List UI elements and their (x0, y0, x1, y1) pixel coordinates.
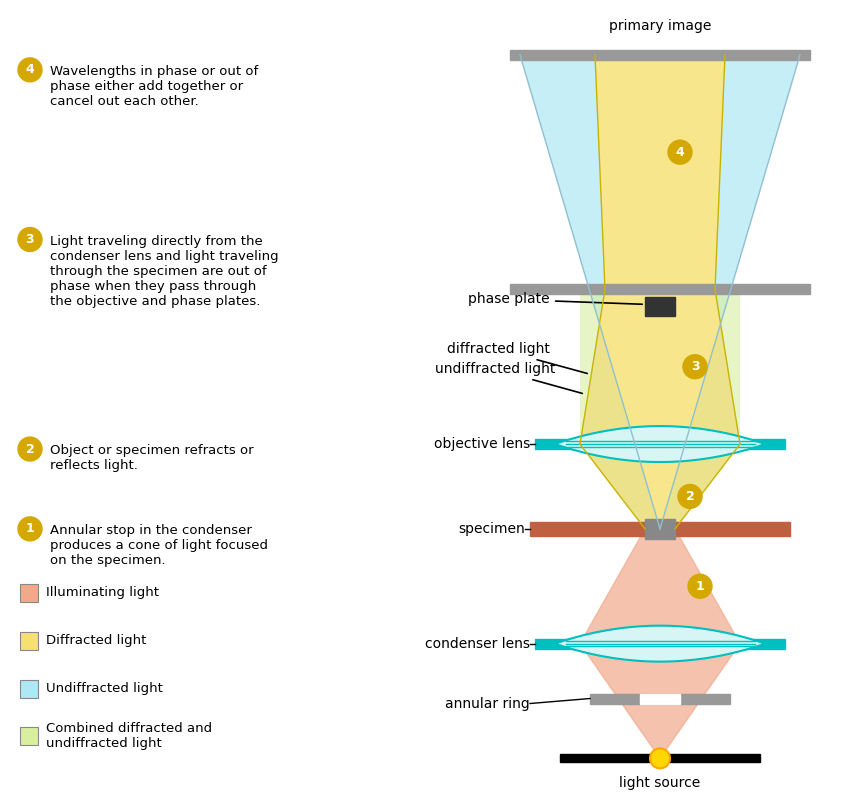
Bar (20, 584, 38, 602)
Bar (535, 638, 785, 649)
Text: Object or specimen refracts or
reflects light.: Object or specimen refracts or reflects … (50, 444, 253, 472)
Text: 2: 2 (686, 490, 694, 503)
Circle shape (683, 355, 707, 379)
Text: objective lens: objective lens (434, 437, 530, 451)
Text: primary image: primary image (608, 19, 711, 33)
Text: phase plate: phase plate (469, 292, 642, 306)
Polygon shape (580, 444, 740, 529)
Bar (20, 680, 38, 697)
Polygon shape (715, 289, 740, 444)
Text: diffracted light: diffracted light (447, 342, 588, 373)
Text: Undiffracted light: Undiffracted light (46, 682, 163, 695)
Text: specimen: specimen (458, 522, 525, 536)
Circle shape (18, 517, 42, 541)
Polygon shape (660, 55, 800, 529)
Circle shape (18, 58, 42, 82)
Text: 4: 4 (675, 145, 684, 159)
Text: 4: 4 (26, 64, 35, 76)
Bar (645, 519, 675, 539)
Bar (20, 727, 38, 746)
Polygon shape (595, 55, 725, 289)
Text: 3: 3 (691, 360, 700, 373)
Polygon shape (580, 289, 740, 444)
Text: Illuminating light: Illuminating light (46, 586, 159, 599)
Bar (20, 632, 38, 649)
Bar (640, 693, 680, 703)
Polygon shape (580, 289, 605, 444)
Bar (590, 693, 730, 703)
Bar (510, 50, 810, 60)
Text: Wavelengths in phase or out of
phase either add together or
cancel out each othe: Wavelengths in phase or out of phase eit… (50, 65, 259, 108)
Polygon shape (555, 426, 765, 462)
Bar (510, 284, 810, 295)
Text: Annular stop in the condenser
produces a cone of light focused
on the specimen.: Annular stop in the condenser produces a… (50, 524, 268, 567)
Circle shape (678, 484, 702, 508)
Text: undiffracted light: undiffracted light (435, 362, 582, 393)
Bar (530, 522, 790, 536)
Polygon shape (520, 55, 660, 529)
Polygon shape (580, 529, 740, 758)
Bar (645, 298, 675, 316)
Text: 2: 2 (26, 442, 35, 456)
Circle shape (668, 141, 692, 164)
Circle shape (18, 437, 42, 461)
Circle shape (650, 749, 670, 769)
Text: 1: 1 (695, 580, 704, 593)
Text: Diffracted light: Diffracted light (46, 634, 147, 647)
Text: light source: light source (620, 777, 700, 790)
Text: Light traveling directly from the
condenser lens and light traveling
through the: Light traveling directly from the conden… (50, 234, 279, 307)
Circle shape (688, 574, 712, 598)
Bar (560, 754, 760, 762)
Text: 1: 1 (26, 522, 35, 535)
Text: annular ring: annular ring (445, 696, 530, 711)
Polygon shape (555, 626, 765, 661)
Text: condenser lens: condenser lens (425, 637, 530, 650)
Circle shape (18, 228, 42, 252)
Text: Combined diffracted and
undiffracted light: Combined diffracted and undiffracted lig… (46, 723, 212, 750)
Bar (535, 439, 785, 449)
Text: 3: 3 (26, 233, 35, 246)
